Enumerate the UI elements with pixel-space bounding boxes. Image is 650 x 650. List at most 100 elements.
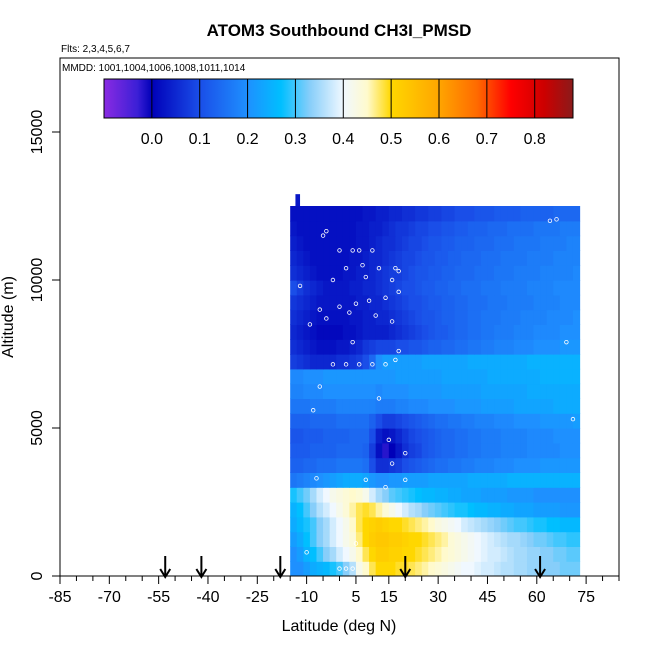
heatmap-cell	[395, 383, 403, 399]
heatmap-cell	[513, 413, 521, 429]
heatmap-cell	[441, 442, 449, 459]
heatmap-cell	[553, 206, 561, 222]
heatmap-cell	[448, 368, 456, 385]
heatmap-cell	[375, 546, 383, 562]
heatmap-cell	[572, 354, 581, 370]
x-tick-label: -55	[147, 589, 170, 606]
heatmap-cell	[448, 235, 456, 251]
heatmap-cell	[553, 309, 561, 325]
heatmap-cell	[526, 502, 535, 518]
heatmap-cell	[375, 368, 383, 385]
heatmap-cell	[520, 428, 528, 444]
heatmap-cell	[480, 457, 489, 473]
heatmap-cell	[309, 309, 318, 325]
heatmap-cell	[362, 265, 370, 281]
heatmap-cell	[467, 368, 475, 385]
heatmap-cell	[408, 487, 416, 503]
y-tick-label: 10000	[29, 258, 46, 303]
heatmap-cell	[395, 487, 403, 503]
heatmap-cell	[474, 546, 482, 562]
heatmap-cell	[428, 206, 436, 222]
heatmap-cell	[474, 502, 482, 518]
heatmap-cell	[441, 413, 449, 429]
heatmap-cell	[487, 442, 495, 459]
heatmap-cell	[553, 383, 561, 399]
heatmap-cell	[415, 235, 423, 251]
heatmap-cell	[461, 502, 469, 518]
x-tick-label: 75	[577, 589, 595, 606]
heatmap-cell	[487, 413, 495, 429]
heatmap-cell	[487, 561, 495, 576]
heatmap-cell	[375, 472, 383, 488]
heatmap-cell	[553, 294, 561, 311]
heatmap-cell	[566, 413, 574, 429]
heatmap-cell	[461, 324, 469, 340]
heatmap-cell	[500, 516, 508, 533]
heatmap-cell	[533, 294, 541, 311]
heatmap-cell	[494, 250, 502, 266]
heatmap-cell	[401, 413, 410, 429]
heatmap-cell	[329, 487, 337, 503]
heatmap-cell	[349, 561, 357, 576]
observation-point	[337, 304, 342, 309]
heatmap-cell	[487, 339, 495, 355]
heatmap-cell	[355, 309, 364, 325]
heatmap-cell	[533, 487, 541, 503]
heatmap-cell	[546, 265, 554, 281]
heatmap-cell	[441, 294, 449, 311]
heatmap-cell	[415, 546, 423, 562]
heatmap-cell	[369, 354, 377, 370]
heatmap-cell	[546, 442, 554, 459]
heatmap-cell	[349, 531, 357, 547]
heatmap-cell	[336, 457, 344, 473]
heatmap-cell	[566, 398, 574, 414]
heatmap-cell	[448, 294, 456, 311]
heatmap-cell	[566, 339, 574, 355]
heatmap-cell	[303, 220, 311, 237]
heatmap-cell	[309, 428, 318, 444]
heatmap-cell	[421, 280, 429, 296]
heatmap-cell	[520, 398, 528, 414]
heatmap-cell	[533, 220, 541, 237]
heatmap-cell	[421, 383, 429, 399]
heatmap-cell	[290, 206, 298, 222]
heatmap-cell	[408, 516, 416, 533]
heatmap-cell	[401, 442, 410, 459]
heatmap-cell	[408, 546, 416, 562]
heatmap-cell	[415, 220, 423, 237]
observation-point	[360, 263, 365, 268]
heatmap-cell	[559, 265, 567, 281]
heatmap-cell	[336, 442, 344, 459]
heatmap-cell	[454, 442, 462, 459]
heatmap-cell	[540, 354, 548, 370]
observation-point	[350, 566, 355, 571]
heatmap-cell	[441, 235, 449, 251]
heatmap-cell	[507, 546, 515, 562]
observation-point	[330, 362, 336, 367]
heatmap-cell	[329, 250, 337, 266]
heatmap-cell	[329, 428, 337, 444]
heatmap-cell	[520, 354, 528, 370]
heatmap-cell	[428, 280, 436, 296]
arrow-icon	[274, 556, 287, 579]
observation-point	[396, 268, 401, 274]
heatmap-cell	[507, 487, 515, 503]
heatmap-cell	[296, 265, 304, 281]
heatmap-cell	[362, 235, 370, 251]
heatmap-cell	[362, 206, 370, 222]
heatmap-cell	[415, 206, 423, 222]
heatmap-cell	[316, 428, 324, 444]
heatmap-cell	[500, 531, 508, 547]
heatmap-cell	[500, 339, 508, 355]
heatmap-cell	[526, 546, 535, 562]
heatmap-cell	[323, 294, 331, 311]
heatmap-cell	[388, 354, 396, 370]
heatmap-cell	[382, 250, 390, 266]
heatmap-cell	[513, 472, 521, 488]
heatmap-cell	[388, 472, 396, 488]
heatmap-cell	[355, 487, 364, 503]
heatmap-cell	[408, 354, 416, 370]
heatmap-cell	[296, 206, 304, 222]
mmdd-label: MMDD: 1001,1004,1006,1008,1011,1014	[62, 63, 246, 74]
heatmap-cell	[559, 502, 567, 518]
